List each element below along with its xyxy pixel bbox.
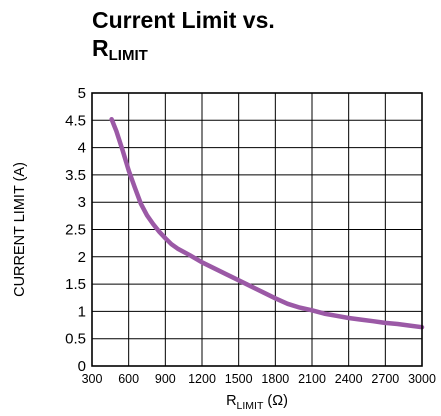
y-tick-label: 1: [78, 303, 86, 320]
y-tick-label: 4.5: [65, 112, 86, 129]
plot-frame: [91, 92, 423, 367]
x-tick-label: 1500: [225, 372, 253, 386]
chart-title: Current Limit vs. RLIMIT: [92, 6, 275, 66]
x-tick-label: 900: [155, 372, 176, 386]
chart-title-var: R: [92, 35, 109, 61]
y-tick-label: 0: [78, 358, 86, 375]
x-tick-label: 2400: [335, 372, 363, 386]
series-line: [109, 116, 425, 330]
y-tick-label: 2: [78, 249, 86, 266]
y-tick-labels: 0 0.5 1 1.5 2 2.5 3 3.5 4 4.5 5: [65, 85, 86, 375]
x-tick-label: 1800: [261, 372, 289, 386]
x-axis-label: RLIMIT (Ω): [226, 393, 288, 412]
y-tick-label: 5: [78, 85, 86, 102]
x-tick-label: 3000: [408, 372, 436, 386]
x-tick-label: 600: [118, 372, 139, 386]
y-tick-label: 3: [78, 194, 86, 211]
y-tick-label: 4: [78, 140, 86, 157]
x-tick-label: 2700: [371, 372, 399, 386]
y-tick-label: 2.5: [65, 222, 86, 239]
x-tick-labels: 300 600 900 1200 1500 1800 2100 2400 2700 3000: [82, 372, 436, 386]
x-tick-label: 1200: [188, 372, 216, 386]
x-tick-label: 300: [82, 372, 103, 386]
y-axis-label: CURRENT LIMIT (A): [12, 162, 28, 297]
chart-title-line-2: RLIMIT: [92, 34, 275, 66]
y-tick-label: 0.5: [65, 331, 86, 348]
grid-lines: [91, 92, 423, 367]
x-axis-label-unit: (Ω): [263, 393, 288, 409]
x-axis-label-var-sub: LIMIT: [237, 400, 264, 412]
x-tick-label: 2100: [298, 372, 326, 386]
y-tick-label: 1.5: [65, 276, 86, 293]
series-layer: [109, 116, 425, 330]
chart-title-var-sub: LIMIT: [108, 47, 148, 64]
x-axis-label-var: R: [226, 393, 236, 409]
chart-title-line-1: Current Limit vs.: [92, 7, 275, 33]
y-tick-label: 3.5: [65, 167, 86, 184]
